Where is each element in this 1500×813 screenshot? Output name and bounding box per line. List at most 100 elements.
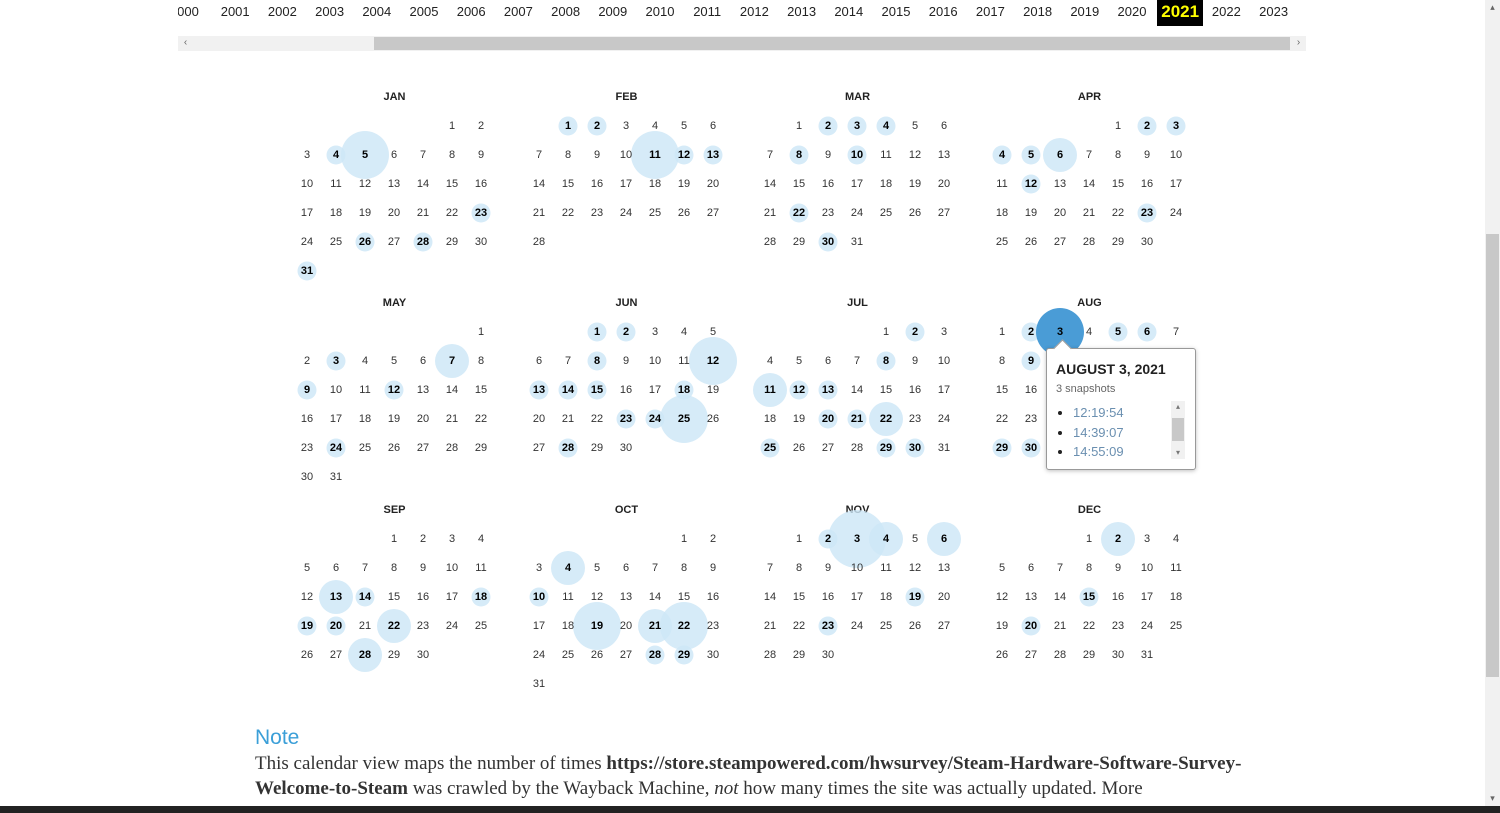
calendar-day-snapshot[interactable]: 18 — [670, 376, 699, 405]
calendar-day-snapshot[interactable]: 1 — [554, 112, 583, 141]
calendar-day-snapshot[interactable]: 20 — [814, 405, 843, 434]
calendar-day-snapshot[interactable]: 29 — [872, 434, 901, 463]
calendar-day-snapshot[interactable]: 19 — [901, 583, 930, 612]
year-2018[interactable]: 2018 — [1023, 4, 1053, 19]
calendar-day-snapshot[interactable]: 1 — [583, 318, 612, 347]
calendar-day-snapshot[interactable]: 29 — [988, 434, 1017, 463]
year-2009[interactable]: 2009 — [598, 4, 628, 19]
calendar-day-snapshot[interactable]: 28 — [554, 434, 583, 463]
calendar-day-snapshot[interactable]: 3 — [828, 510, 886, 568]
calendar-day-snapshot[interactable]: 29 — [670, 641, 699, 670]
calendar-day-snapshot[interactable]: 19 — [293, 612, 322, 641]
calendar-day-snapshot[interactable]: 13 — [319, 580, 353, 614]
calendar-day-snapshot[interactable]: 12 — [380, 376, 409, 405]
calendar-day-snapshot[interactable]: 25 — [660, 395, 708, 443]
calendar-day-snapshot[interactable]: 12 — [670, 141, 699, 170]
calendar-day-snapshot[interactable]: 5 — [1017, 141, 1046, 170]
scroll-right-arrow-icon[interactable]: › — [1296, 37, 1301, 48]
calendar-day-snapshot[interactable]: 23 — [467, 199, 496, 228]
year-2023[interactable]: 2023 — [1259, 4, 1289, 19]
calendar-day-snapshot[interactable]: 4 — [869, 522, 903, 556]
year-2006[interactable]: 2006 — [456, 4, 486, 19]
calendar-day-snapshot[interactable]: 28 — [409, 228, 438, 257]
year-2016[interactable]: 2016 — [928, 4, 958, 19]
calendar-day-snapshot[interactable]: 28 — [348, 638, 382, 672]
year-2014[interactable]: 2014 — [834, 4, 864, 19]
year-2007[interactable]: 2007 — [503, 4, 533, 19]
year-2005[interactable]: 2005 — [409, 4, 439, 19]
popup-scrollbar[interactable]: ▴ ▾ — [1171, 401, 1185, 459]
year-2004[interactable]: 2004 — [362, 4, 392, 19]
calendar-day-snapshot[interactable]: 14 — [554, 376, 583, 405]
calendar-day-snapshot[interactable]: 2 — [612, 318, 641, 347]
calendar-day-snapshot[interactable]: 3 — [1162, 112, 1191, 141]
year-2010[interactable]: 2010 — [645, 4, 675, 19]
calendar-day-snapshot[interactable]: 5 — [341, 131, 389, 179]
calendar-day-snapshot[interactable]: 8 — [785, 141, 814, 170]
calendar-day-snapshot[interactable]: 8 — [872, 347, 901, 376]
calendar-day-snapshot[interactable]: 3 — [322, 347, 351, 376]
year-2012[interactable]: 2012 — [739, 4, 769, 19]
calendar-day-snapshot[interactable]: 12 — [689, 337, 737, 385]
year-2002[interactable]: 2002 — [267, 4, 297, 19]
year-scrollbar-thumb[interactable] — [374, 37, 1290, 50]
calendar-day-snapshot[interactable]: 28 — [641, 641, 670, 670]
calendar-day-snapshot[interactable]: 22 — [377, 609, 411, 643]
calendar-day-snapshot[interactable]: 23 — [612, 405, 641, 434]
scroll-down-arrow-icon[interactable]: ▾ — [1490, 793, 1495, 803]
calendar-day-snapshot[interactable]: 13 — [814, 376, 843, 405]
calendar-day-snapshot[interactable]: 14 — [351, 583, 380, 612]
calendar-day-snapshot[interactable]: 2 — [1133, 112, 1162, 141]
calendar-day-snapshot[interactable]: 11 — [631, 131, 679, 179]
year-000[interactable]: 000 — [178, 4, 199, 19]
year-2021[interactable]: 2021 — [1157, 0, 1204, 26]
scroll-up-arrow-icon[interactable]: ▴ — [1490, 2, 1495, 12]
calendar-day-snapshot[interactable]: 23 — [1133, 199, 1162, 228]
year-2020[interactable]: 2020 — [1117, 4, 1147, 19]
calendar-day-snapshot[interactable]: 6 — [1133, 318, 1162, 347]
year-2001[interactable]: 2001 — [220, 4, 250, 19]
calendar-day-snapshot[interactable]: 2 — [583, 112, 612, 141]
calendar-day-snapshot[interactable]: 18 — [467, 583, 496, 612]
popup-scrollbar-thumb[interactable] — [1172, 418, 1184, 441]
calendar-day-snapshot[interactable]: 7 — [435, 344, 469, 378]
calendar-day-snapshot[interactable]: 5 — [1104, 318, 1133, 347]
calendar-day-snapshot[interactable]: 4 — [872, 112, 901, 141]
calendar-day-snapshot[interactable]: 22 — [785, 199, 814, 228]
calendar-day-snapshot[interactable]: 6 — [927, 522, 961, 556]
calendar-day-snapshot[interactable]: 15 — [583, 376, 612, 405]
year-2003[interactable]: 2003 — [315, 4, 345, 19]
calendar-day-snapshot[interactable]: 2 — [1017, 318, 1046, 347]
popup-scroll-down-icon[interactable]: ▾ — [1175, 448, 1180, 457]
calendar-day-snapshot[interactable]: 13 — [525, 376, 554, 405]
calendar-day-snapshot[interactable]: 2 — [901, 318, 930, 347]
calendar-day-snapshot[interactable]: 20 — [322, 612, 351, 641]
calendar-day-snapshot[interactable]: 10 — [525, 583, 554, 612]
calendar-day-snapshot[interactable]: 20 — [1017, 612, 1046, 641]
calendar-day-snapshot[interactable]: 30 — [814, 228, 843, 257]
calendar-day-snapshot[interactable]: 13 — [699, 141, 728, 170]
calendar-day-snapshot[interactable]: 9 — [1017, 347, 1046, 376]
year-2017[interactable]: 2017 — [975, 4, 1005, 19]
calendar-day-snapshot[interactable]: 30 — [901, 434, 930, 463]
year-2008[interactable]: 2008 — [551, 4, 581, 19]
calendar-day-snapshot[interactable]: 21 — [843, 405, 872, 434]
scroll-left-arrow-icon[interactable]: ‹ — [183, 37, 188, 48]
calendar-day-snapshot[interactable]: 26 — [351, 228, 380, 257]
calendar-day-snapshot[interactable]: 24 — [641, 405, 670, 434]
snapshot-time-link[interactable]: 14:39:07 — [1073, 424, 1124, 440]
year-2011[interactable]: 2011 — [693, 4, 722, 19]
calendar-day-snapshot[interactable]: 23 — [814, 612, 843, 641]
year-scrollbar[interactable]: ‹ › — [178, 36, 1306, 51]
calendar-day-snapshot[interactable]: 19 — [573, 602, 621, 650]
calendar-day-snapshot[interactable]: 11 — [753, 373, 787, 407]
calendar-day-snapshot[interactable]: 10 — [843, 141, 872, 170]
year-2019[interactable]: 2019 — [1070, 4, 1100, 19]
calendar-day-snapshot[interactable]: 8 — [583, 347, 612, 376]
calendar-day-snapshot[interactable]: 2 — [1101, 522, 1135, 556]
year-2013[interactable]: 2013 — [787, 4, 817, 19]
calendar-day-snapshot[interactable]: 6 — [1043, 138, 1077, 172]
calendar-day-snapshot[interactable]: 15 — [1075, 583, 1104, 612]
calendar-day-snapshot[interactable]: 22 — [869, 402, 903, 436]
calendar-day-snapshot[interactable]: 4 — [988, 141, 1017, 170]
